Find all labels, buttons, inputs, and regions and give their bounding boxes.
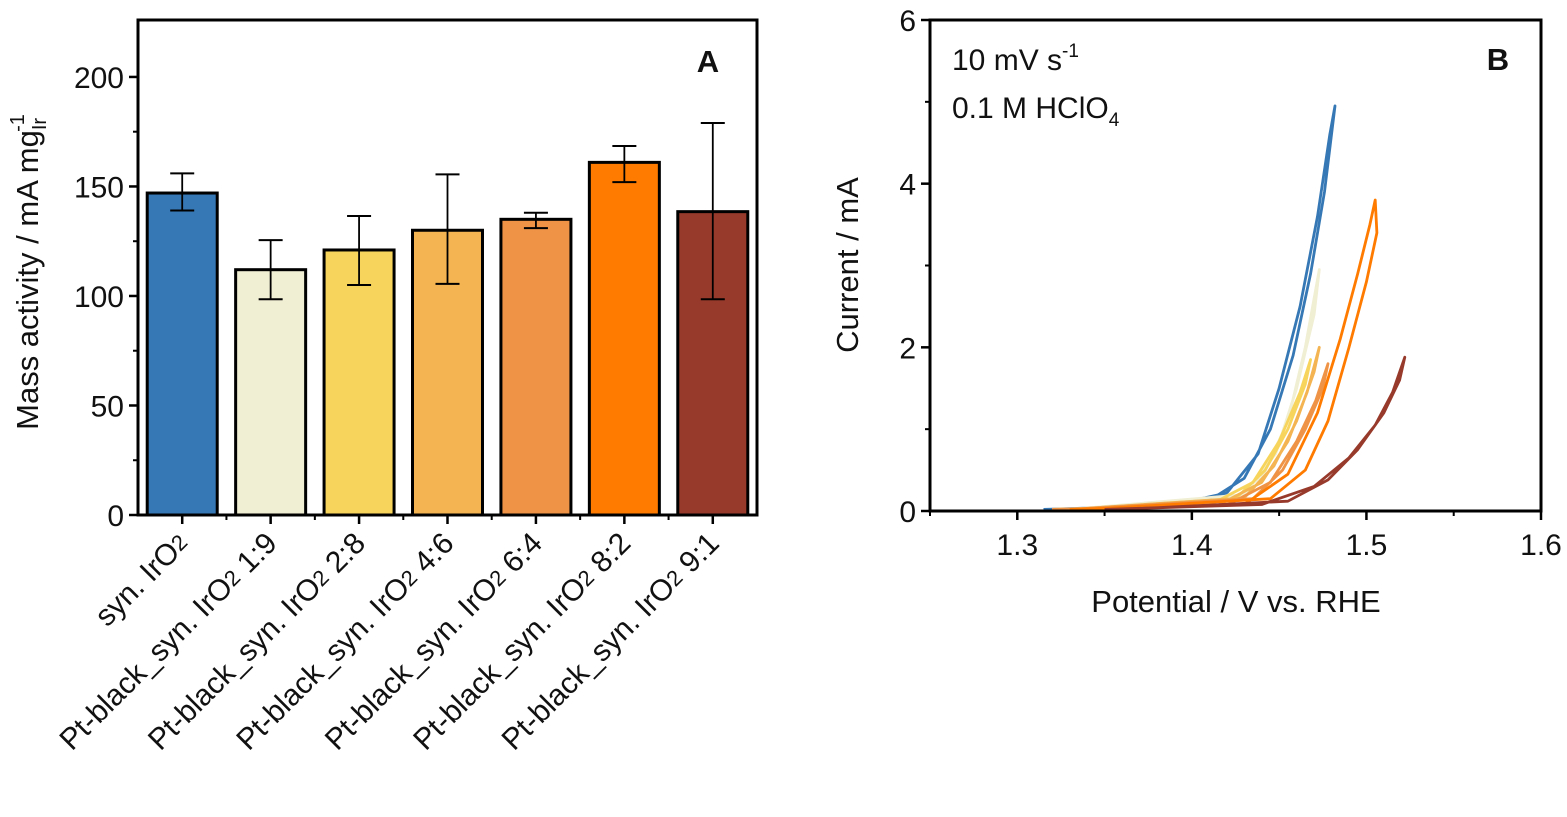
y-tick-label: 4	[899, 169, 916, 202]
series-line	[1069, 198, 1379, 511]
panel-b: 0 2 4 6 1.3 1.4 1.5 1.6 B 10 mV s-1 0.1 M HClO…	[830, 5, 1562, 619]
y-tick-label: 6	[899, 5, 916, 38]
x-tick-label: 1.5	[1346, 529, 1388, 562]
y-tick-label: 100	[74, 281, 124, 314]
panel-label-b: B	[1487, 42, 1509, 77]
y-axis-b: 0 2 4 6	[899, 5, 930, 529]
bar	[145, 191, 219, 517]
series-line	[1104, 355, 1407, 511]
y-tick-label: 200	[74, 62, 124, 95]
y-axis-label-a: Mass activity / mA mgIr-1	[7, 114, 51, 430]
series-line	[1052, 358, 1312, 511]
bar	[234, 268, 308, 517]
series-lines	[1043, 104, 1407, 511]
x-axis-b: 1.3 1.4 1.5 1.6	[929, 511, 1562, 562]
series-line	[1052, 345, 1321, 511]
bar	[322, 248, 396, 517]
x-tick-label: 1.3	[996, 529, 1038, 562]
annotation-scan-rate: 10 mV s-1	[952, 41, 1079, 77]
series-line	[1052, 362, 1330, 511]
series-line	[1043, 104, 1337, 511]
y-tick-label: 2	[899, 332, 916, 365]
annotation-electrolyte: 0.1 M HClO4	[952, 92, 1120, 131]
bar	[499, 217, 573, 517]
panel-label-a: A	[697, 44, 719, 79]
y-tick-label: 150	[74, 171, 124, 204]
x-tick-label: 1.6	[1520, 529, 1562, 562]
y-axis-label-b: Current / mA	[830, 177, 865, 353]
x-axis-label-b: Potential / V vs. RHE	[1091, 584, 1380, 619]
y-axis-a: 0 50 100 150 200	[74, 62, 138, 533]
y-tick-label: 50	[91, 390, 124, 423]
bar	[587, 160, 661, 517]
x-tick-label: 1.4	[1171, 529, 1213, 562]
y-tick-label: 0	[107, 500, 124, 533]
y-tick-label: 0	[899, 496, 916, 529]
bars	[145, 121, 750, 517]
